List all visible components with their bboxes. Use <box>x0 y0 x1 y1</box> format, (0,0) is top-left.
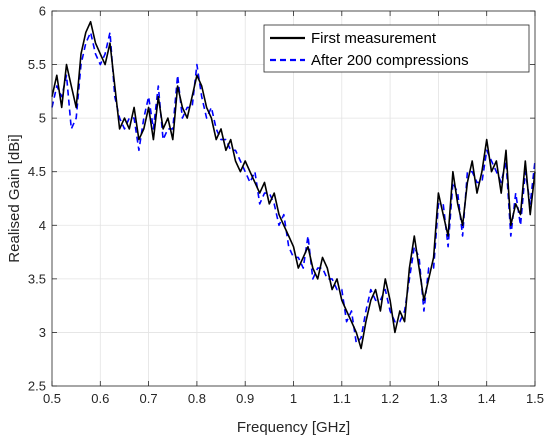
y-tick-label: 3 <box>39 325 46 340</box>
ticks <box>51 10 536 387</box>
x-tick-label: 0.9 <box>236 391 254 406</box>
y-axis-label: Realised Gain [dBi] <box>6 134 23 262</box>
y-tick-label: 4 <box>39 218 46 233</box>
x-axis-label: Frequency [GHz] <box>237 419 350 436</box>
x-tick-label: 0.6 <box>91 391 109 406</box>
x-tick-label: 1 <box>290 391 297 406</box>
x-tick-label: 0.8 <box>188 391 206 406</box>
y-tick-labels: 2.5 3 3.5 4 4.5 5 5.5 6 <box>28 4 46 394</box>
x-tick-label: 1.2 <box>381 391 399 406</box>
y-tick-label: 6 <box>39 4 46 19</box>
y-tick-label: 4.5 <box>28 164 46 179</box>
x-tick-label: 0.5 <box>43 391 61 406</box>
y-tick-label: 5 <box>39 111 46 126</box>
legend-label-first-measurement: First measurement <box>311 30 437 47</box>
legend-label-after-200-compressions: After 200 compressions <box>311 52 469 69</box>
x-tick-label: 1.1 <box>333 391 351 406</box>
legend-box <box>263 24 530 73</box>
x-tick-label: 0.7 <box>140 391 158 406</box>
series-line-first-measurement <box>51 20 536 350</box>
x-tick-label: 1.4 <box>478 391 496 406</box>
legend: First measurement After 200 compressions <box>263 24 530 73</box>
series-layer <box>51 20 536 350</box>
x-tick-labels: 0.5 0.6 0.7 0.8 0.9 1 1.1 1.2 1.3 1.4 1.5 <box>43 391 544 406</box>
x-tick-label: 1.5 <box>526 391 544 406</box>
y-tick-label: 2.5 <box>28 379 46 394</box>
y-tick-label: 3.5 <box>28 271 46 286</box>
x-tick-label: 1.3 <box>429 391 447 406</box>
y-tick-label: 5.5 <box>28 57 46 72</box>
